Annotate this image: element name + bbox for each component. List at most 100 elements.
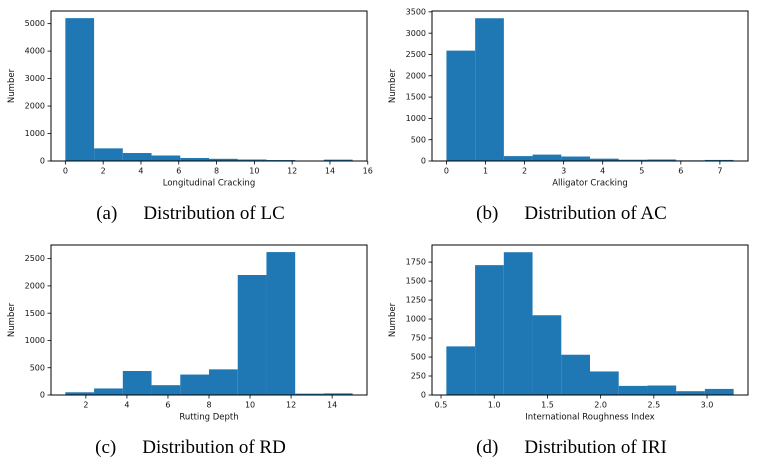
hist-bar: [532, 154, 561, 161]
x-tick-label: 6: [165, 401, 170, 410]
x-tick-label: 1.0: [487, 401, 500, 410]
y-tick-label: 2500: [24, 254, 44, 263]
y-axis-label: Number: [388, 68, 398, 103]
y-tick-label: 1000: [405, 315, 425, 324]
x-tick-label: 1.5: [541, 401, 554, 410]
plot-box: [431, 10, 748, 162]
y-tick-label: 2000: [405, 71, 425, 80]
hist-bar: [560, 156, 590, 161]
caption-index: (b): [476, 203, 499, 224]
x-tick-label: 14: [327, 401, 337, 410]
x-tick-label: 12: [287, 167, 297, 176]
y-tick-label: 2000: [24, 282, 44, 291]
y-tick-label: 1500: [24, 309, 44, 318]
y-tick-label: 0: [39, 157, 44, 166]
hist-bar: [646, 385, 676, 395]
caption-text: Distribution of IRI: [524, 437, 667, 458]
y-tick-label: 3000: [405, 29, 425, 38]
x-tick-label: 4: [138, 167, 143, 176]
x-axis-label: Longitudinal Cracking: [162, 179, 254, 189]
y-axis-label: Number: [7, 68, 17, 103]
hist-bar: [589, 371, 619, 395]
hist-bar: [560, 354, 590, 395]
x-axis-label: Rutting Depth: [179, 413, 238, 423]
hist-bar: [445, 346, 475, 395]
caption-text: Distribution of AC: [524, 203, 667, 224]
x-tick-label: 8: [214, 167, 219, 176]
hist-bar: [93, 148, 123, 161]
plot-box: [50, 10, 367, 162]
y-tick-label: 0: [39, 391, 44, 400]
histogram-figure-rd: 0 500 1000 1500 2000 2500 2 4 6 8 10 12 14 Rutting De…: [0, 234, 381, 468]
x-tick-label: 4: [600, 167, 605, 176]
hist-bar: [445, 50, 475, 161]
hist-bar: [237, 275, 266, 395]
y-tick-label: 1250: [405, 296, 425, 305]
x-tick-label: 4: [124, 401, 129, 410]
x-tick-label: 0: [443, 167, 448, 176]
y-tick-label: 500: [410, 353, 425, 362]
x-tick-label: 16: [362, 167, 372, 176]
hist-bar: [474, 265, 504, 395]
x-tick-label: 8: [206, 401, 211, 410]
hist-bar: [265, 252, 295, 395]
hist-bar: [589, 158, 619, 161]
hist-bar: [503, 156, 533, 161]
caption-index: (a): [96, 203, 118, 224]
plot-box: [431, 244, 748, 396]
hist-bar: [646, 159, 676, 161]
x-tick-label: 6: [678, 167, 683, 176]
hist-bar: [704, 388, 734, 395]
x-axis-label: International Roughness Index: [525, 413, 654, 423]
y-tick-label: 1500: [405, 277, 425, 286]
hist-bar: [237, 159, 266, 161]
hist-bar: [208, 158, 238, 161]
figure-caption-iri: (d) Distribution of IRI: [476, 437, 667, 459]
figure-caption-ac: (b) Distribution of AC: [476, 203, 667, 225]
x-tick-label: 10: [244, 401, 254, 410]
x-tick-label: 7: [717, 167, 722, 176]
x-tick-label: 3: [561, 167, 566, 176]
hist-bar: [64, 18, 94, 161]
hist-bar: [179, 157, 209, 161]
histogram-figure-ac: 0 500 1000 1500 2000 2500 3000 3500 0 1 2 3 4 5 6 7 Alli…: [381, 0, 762, 234]
y-tick-label: 1000: [405, 114, 425, 123]
hist-bar: [474, 18, 504, 161]
hist-bar: [323, 159, 353, 161]
x-tick-label: 2: [83, 401, 88, 410]
x-tick-label: 12: [285, 401, 295, 410]
hist-bar: [532, 315, 561, 395]
y-axis-label: Number: [7, 302, 17, 337]
y-tick-label: 4000: [24, 47, 44, 56]
histogram-iri: 0 250 500 750 1000 1250 1500 1750 0.5 1.0 1.5 2.0 2.…: [388, 244, 748, 423]
hist-bar: [151, 385, 180, 395]
y-tick-label: 1750: [405, 258, 425, 267]
hist-bar: [675, 391, 705, 395]
y-tick-label: 500: [410, 135, 425, 144]
y-tick-label: 3000: [24, 74, 44, 83]
hist-bar: [179, 374, 209, 395]
hist-bar: [704, 159, 734, 161]
x-tick-label: 10: [249, 167, 259, 176]
y-tick-label: 250: [410, 372, 425, 381]
hist-bar: [323, 393, 353, 395]
hist-bar: [208, 369, 238, 395]
y-tick-label: 5000: [24, 19, 44, 28]
x-tick-label: 3.0: [700, 401, 713, 410]
y-tick-label: 750: [410, 334, 425, 343]
x-tick-label: 0: [62, 167, 67, 176]
histogram-figure-lc: 0 1000 2000 3000 4000 5000 0 2 4 6 8 10 12 14 16 Longit…: [0, 0, 381, 234]
figure-caption-rd: (c) Distribution of RD: [95, 437, 286, 459]
hist-bar: [618, 159, 647, 161]
y-tick-label: 0: [420, 157, 425, 166]
x-tick-label: 0.5: [434, 401, 447, 410]
x-tick-label: 5: [639, 167, 644, 176]
x-tick-label: 1: [482, 167, 487, 176]
y-tick-label: 1500: [405, 93, 425, 102]
caption-text: Distribution of LC: [143, 203, 285, 224]
hist-bar: [64, 392, 94, 395]
figure-caption-lc: (a) Distribution of LC: [96, 203, 285, 225]
y-axis-label: Number: [388, 302, 398, 337]
caption-text: Distribution of RD: [142, 437, 286, 458]
